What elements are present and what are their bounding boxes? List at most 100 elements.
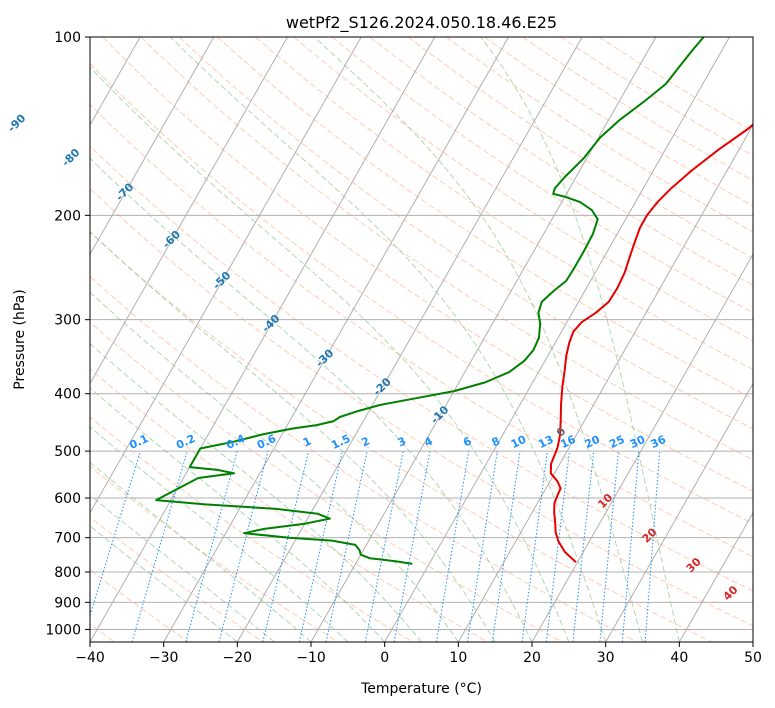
isotherm-value-label: -20 — [371, 375, 394, 398]
x-tick-label: −40 — [75, 650, 105, 666]
dry-adiabat — [255, 37, 753, 371]
dry-adiabat — [102, 37, 753, 492]
dry-adiabat — [522, 37, 753, 182]
dry-adiabat — [293, 37, 753, 342]
isotherm-line — [90, 37, 436, 642]
isotherm-line — [384, 37, 730, 642]
moist-adiabat — [90, 494, 275, 642]
mixing-ratio-line — [131, 450, 188, 642]
moist-adiabat — [170, 37, 607, 642]
x-tick-label: 30 — [597, 650, 615, 666]
mixing-ratio-value-label: 1 — [301, 434, 313, 449]
mixing-ratio-line — [599, 451, 619, 642]
mixing-ratio-line — [521, 451, 548, 642]
mixing-ratio-value-label: 0.2 — [174, 432, 197, 452]
dry-adiabat — [90, 569, 190, 642]
isoline-labels: -100-90-80-70-60-50-40-30-20-100.10.20.4… — [5, 111, 741, 603]
dry-adiabat — [217, 37, 753, 400]
dry-adiabat — [90, 465, 339, 642]
moist-adiabat — [90, 231, 496, 642]
dry-adiabat — [90, 187, 753, 627]
isotherm-line — [531, 253, 753, 642]
isotherm-line — [457, 124, 753, 642]
mixing-ratio-value-label: 2 — [359, 434, 371, 449]
mixing-ratio-value-label: 0.4 — [224, 432, 247, 452]
dry-adiabat — [331, 37, 753, 314]
y-tick-label: 300 — [54, 313, 81, 329]
mixing-ratio-line — [572, 451, 595, 642]
y-tick-label: 400 — [54, 387, 81, 403]
moist-adiabat — [480, 37, 680, 642]
profile-lines — [155, 37, 753, 565]
dry-adiabat — [140, 37, 753, 461]
isotherm-line — [605, 382, 753, 642]
x-tick-label: 50 — [744, 650, 762, 666]
isotherm-line — [310, 37, 657, 642]
isotherm-line — [90, 37, 362, 514]
dry-adiabat — [90, 321, 563, 642]
isotherm-value-label: -30 — [313, 346, 336, 369]
y-tick-label: 700 — [54, 531, 81, 547]
isotherm-line — [90, 37, 215, 256]
isotherm-value-label: -10 — [428, 403, 451, 426]
isotherm-value-label: -80 — [59, 146, 82, 169]
mixing-ratio-value-label: 4 — [422, 434, 435, 449]
dry-adiabat — [90, 275, 638, 642]
mixing-ratio-value-label: 30 — [628, 433, 648, 451]
mixing-ratio-line — [218, 450, 269, 642]
dewpoint-profile-line — [155, 37, 705, 565]
x-tick-label: 40 — [670, 650, 688, 666]
dry-adiabat — [407, 37, 753, 259]
dry-adiabat — [90, 145, 753, 592]
mixing-ratio-line — [262, 450, 310, 642]
mixing-ratio-value-label: 8 — [490, 434, 502, 449]
plot-frame — [89, 36, 754, 643]
isotherm-value-label: -60 — [160, 228, 183, 251]
mixing-ratio-value-label: 36 — [649, 433, 669, 451]
mixing-ratio-line — [467, 451, 498, 642]
mixing-ratio-value-label: 20 — [583, 433, 603, 451]
mixing-ratio-value-label: 16 — [558, 433, 578, 451]
mixing-ratio-line — [644, 451, 661, 642]
y-tick-label: 900 — [54, 595, 81, 611]
y-tick-label: 800 — [54, 565, 81, 581]
isotherm-value-label: -90 — [5, 111, 28, 134]
mixing-ratio-line — [393, 451, 431, 642]
moist-adiabat — [90, 387, 386, 642]
dry-adiabat-value-label: 10 — [595, 491, 615, 511]
dry-adiabat-value-label: 20 — [640, 525, 660, 545]
mixing-ratio-line — [545, 451, 571, 642]
mixing-ratio-line — [185, 450, 238, 642]
dry-adiabat — [369, 37, 753, 286]
mixing-ratio-line — [364, 451, 404, 642]
x-tick-label: 20 — [523, 650, 541, 666]
isotherm-line — [752, 640, 753, 642]
moist-adiabat — [90, 66, 570, 642]
isotherm-line — [163, 37, 509, 642]
y-tick-label: 200 — [54, 208, 81, 224]
moist-adiabat — [90, 525, 238, 642]
y-axis-label: Pressure (hPa) — [12, 289, 28, 389]
y-tick-label: 100 — [54, 30, 81, 46]
x-tick-label: −10 — [296, 650, 326, 666]
mixing-ratio-value-label: 13 — [536, 433, 555, 451]
mixing-ratio-value-label: 1.5 — [329, 432, 352, 452]
mixing-ratio-value-label: 0.1 — [127, 432, 150, 452]
mixing-ratio-line — [435, 451, 470, 642]
mixing-ratio-line — [491, 451, 521, 642]
isotherm-line — [236, 37, 583, 642]
mixing-ratio-value-label: 25 — [607, 433, 626, 451]
dry-adiabat — [90, 62, 753, 525]
y-tick-label: 1000 — [45, 622, 81, 638]
mixing-ratio-line — [298, 450, 343, 642]
isotherm-value-label: -40 — [259, 312, 282, 335]
x-axis-label: Temperature (°C) — [360, 681, 482, 697]
moist-adiabat — [90, 343, 422, 642]
axis-ticks: −40 −30 −20 −10 0 10 20 30 40 50 100 200 300 400 500 60… — [45, 30, 762, 666]
dry-adiabat — [90, 516, 264, 642]
chart-title: wetPf2_S126.2024.050.18.46.E25 — [286, 13, 557, 33]
dry-adiabat — [90, 416, 414, 642]
dry-adiabat — [90, 231, 712, 642]
mixing-ratio-line — [621, 451, 640, 642]
